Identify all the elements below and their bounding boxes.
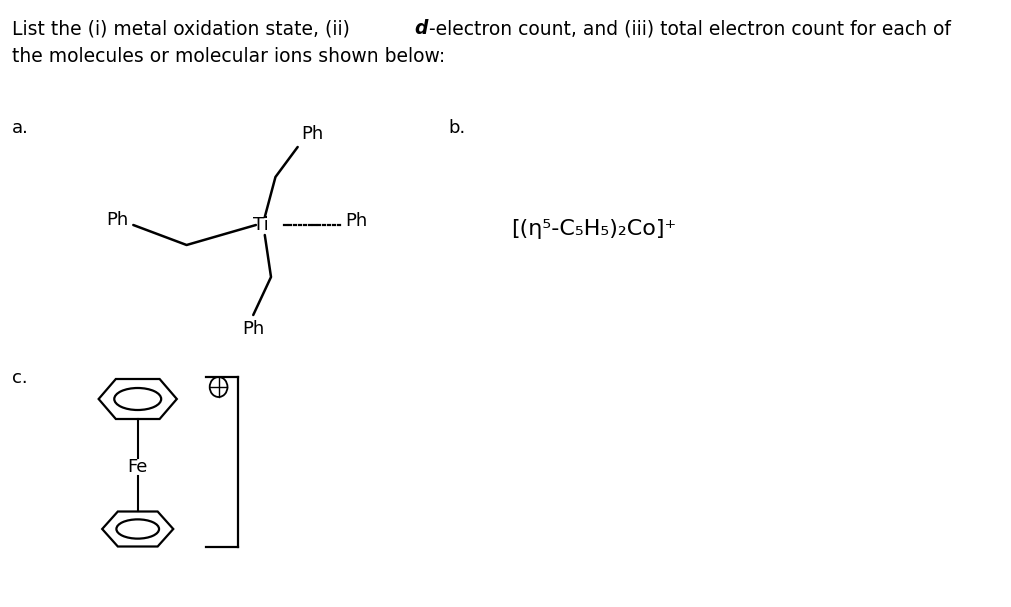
- Text: d: d: [415, 19, 428, 38]
- Text: Ph: Ph: [106, 211, 128, 229]
- Text: the molecules or molecular ions shown below:: the molecules or molecular ions shown be…: [11, 47, 445, 66]
- Text: Ph: Ph: [301, 125, 324, 143]
- Text: -electron count, and (iii) total electron count for each of: -electron count, and (iii) total electro…: [430, 19, 951, 38]
- Text: c.: c.: [11, 369, 27, 387]
- Text: Ti: Ti: [253, 216, 269, 234]
- Text: Ph: Ph: [346, 212, 368, 230]
- Text: List the (i) metal oxidation state, (ii): List the (i) metal oxidation state, (ii): [11, 19, 356, 38]
- Text: Fe: Fe: [127, 458, 148, 476]
- Text: Ph: Ph: [242, 320, 264, 338]
- Text: b.: b.: [449, 119, 466, 137]
- Text: a.: a.: [11, 119, 28, 137]
- Text: [(η⁵-C₅H₅)₂Co]⁺: [(η⁵-C₅H₅)₂Co]⁺: [511, 219, 676, 239]
